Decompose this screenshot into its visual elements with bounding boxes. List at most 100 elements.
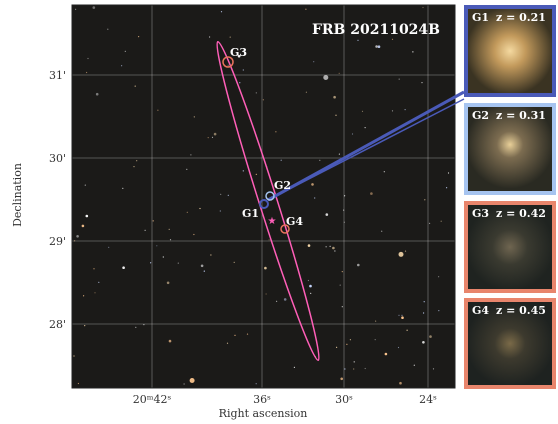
star [243,69,244,70]
star [264,267,267,270]
star [170,239,171,240]
star [354,361,355,362]
star [378,45,381,48]
star [190,154,191,155]
star [145,230,146,231]
star [157,110,158,111]
y-axis-label: Declination [11,163,24,227]
star [150,262,151,263]
x-tick-label: 20ᵐ42ˢ [133,393,172,406]
marker-label: G1 [242,207,259,220]
star [83,295,84,296]
star [336,347,337,348]
star [422,7,423,8]
star [73,355,74,356]
star [122,188,123,189]
star [276,301,277,302]
star [346,344,347,345]
star [178,263,179,264]
star [76,235,79,238]
star [344,368,345,369]
star [357,264,360,267]
x-tick-label: 24ˢ [419,393,437,406]
y-tick-label: 28' [49,318,66,331]
star [385,353,388,356]
star [156,245,157,246]
star [243,170,244,171]
star [96,93,99,96]
star [220,210,221,211]
star [86,215,89,218]
cutout-name: G3 [472,207,489,220]
star [234,262,235,263]
star [256,92,257,93]
star [332,247,335,250]
star [209,36,210,37]
star [122,266,125,269]
star [441,221,442,222]
star [313,61,314,62]
star [423,312,424,313]
star [421,82,422,83]
star [214,133,217,136]
star [201,265,204,268]
frb-position: ★ [268,216,277,227]
star [108,247,109,248]
star [414,365,415,366]
star [339,73,340,74]
star [85,185,86,186]
star [365,127,366,128]
star [326,213,329,216]
star [228,65,229,66]
star [326,246,327,247]
star [135,327,136,328]
star [234,335,235,336]
star [370,192,373,195]
star [339,154,340,155]
star [227,343,228,344]
marker-label: G4 [286,215,303,228]
cutout-g4: G4 z = 0.45 [466,300,554,387]
star [314,197,315,198]
star [266,293,267,294]
star [169,340,172,343]
star [401,316,404,319]
star [308,280,309,281]
star [429,335,432,338]
star [424,301,425,302]
star [429,223,430,224]
star [398,315,399,316]
star [323,75,328,80]
star [422,341,425,344]
star [125,51,126,52]
star [308,244,311,247]
star [446,187,447,188]
star [333,96,336,99]
star [433,368,434,369]
cutout-name: G1 [472,11,489,24]
star [398,347,399,348]
cutout-name: G4 [472,304,489,317]
sky-image [72,5,455,388]
cutout-redshift: z = 0.42 [496,207,546,220]
marker-label: G2 [274,179,291,192]
star [309,285,312,288]
star [305,9,306,10]
star [194,116,195,117]
star [330,246,331,247]
star [210,254,211,255]
star [221,11,222,12]
star [412,51,413,52]
star [256,174,257,175]
star [310,293,311,294]
star [138,36,139,37]
star [340,285,341,286]
star [107,29,108,30]
star [438,310,439,311]
star [133,166,134,167]
star [186,169,187,170]
star [163,256,164,257]
star [82,225,85,228]
x-tick-label: 30ˢ [335,393,353,406]
star [84,325,85,326]
